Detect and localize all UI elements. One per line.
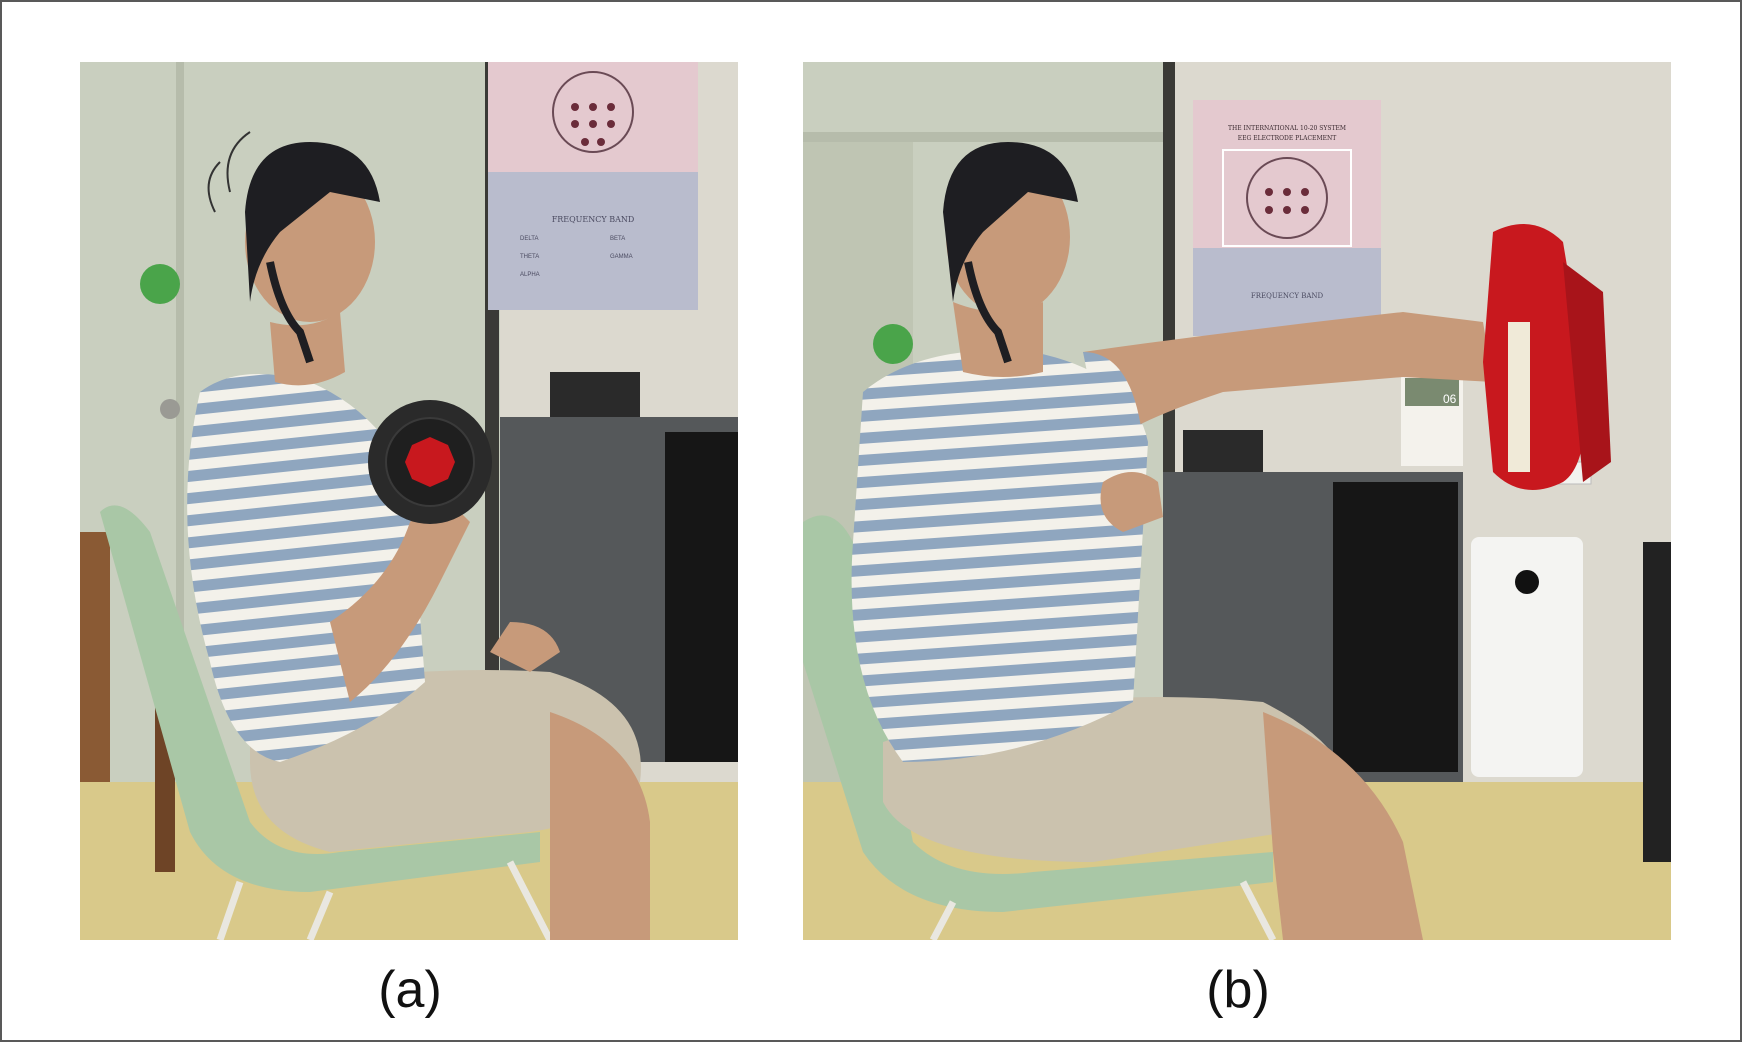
- poster-heading: FREQUENCY BAND: [1251, 292, 1324, 300]
- photo-seated-punch: THE INTERNATIONAL 10-20 SYSTEM EEG ELECT…: [803, 62, 1671, 940]
- photo-panel-b: THE INTERNATIONAL 10-20 SYSTEM EEG ELECT…: [803, 62, 1671, 940]
- eeg-cap: [245, 142, 380, 302]
- band-label: BETA: [610, 236, 625, 242]
- poster-heading: FREQUENCY BAND: [552, 215, 635, 224]
- band-label: GAMMA: [610, 254, 633, 260]
- air-purifier: [1471, 537, 1583, 777]
- caption-b: (b): [1206, 961, 1270, 1019]
- poster-title-line2: EEG ELECTRODE PLACEMENT: [1238, 135, 1336, 142]
- band-label: DELTA: [520, 236, 538, 242]
- poster-title-line1: THE INTERNATIONAL 10-20 SYSTEM: [1228, 125, 1346, 132]
- photo-panel-a: FREQUENCY BAND DELTA THETA ALPHA BETA GA…: [80, 62, 738, 940]
- band-label: ALPHA: [520, 272, 540, 278]
- eeg-poster: THE INTERNATIONAL 10-20 SYSTEM EEG ELECT…: [1193, 100, 1381, 336]
- photo-seated-dumbbell-curl: FREQUENCY BAND DELTA THETA ALPHA BETA GA…: [80, 62, 738, 940]
- striped-shirt: [851, 350, 1148, 762]
- band-label: THETA: [520, 254, 539, 260]
- eeg-poster: FREQUENCY BAND DELTA THETA ALPHA BETA GA…: [488, 62, 698, 310]
- chair: [100, 505, 540, 892]
- dumbbell: [368, 400, 492, 524]
- chair: [803, 515, 1273, 912]
- caption-a: (a): [378, 961, 442, 1019]
- dumbbell-nut: [405, 437, 455, 487]
- sticker-icon: [140, 264, 180, 304]
- sticker-icon: [873, 324, 913, 364]
- punch-pad: [1483, 224, 1611, 490]
- calendar-number: 06: [1443, 392, 1457, 406]
- eeg-cap: [943, 142, 1078, 302]
